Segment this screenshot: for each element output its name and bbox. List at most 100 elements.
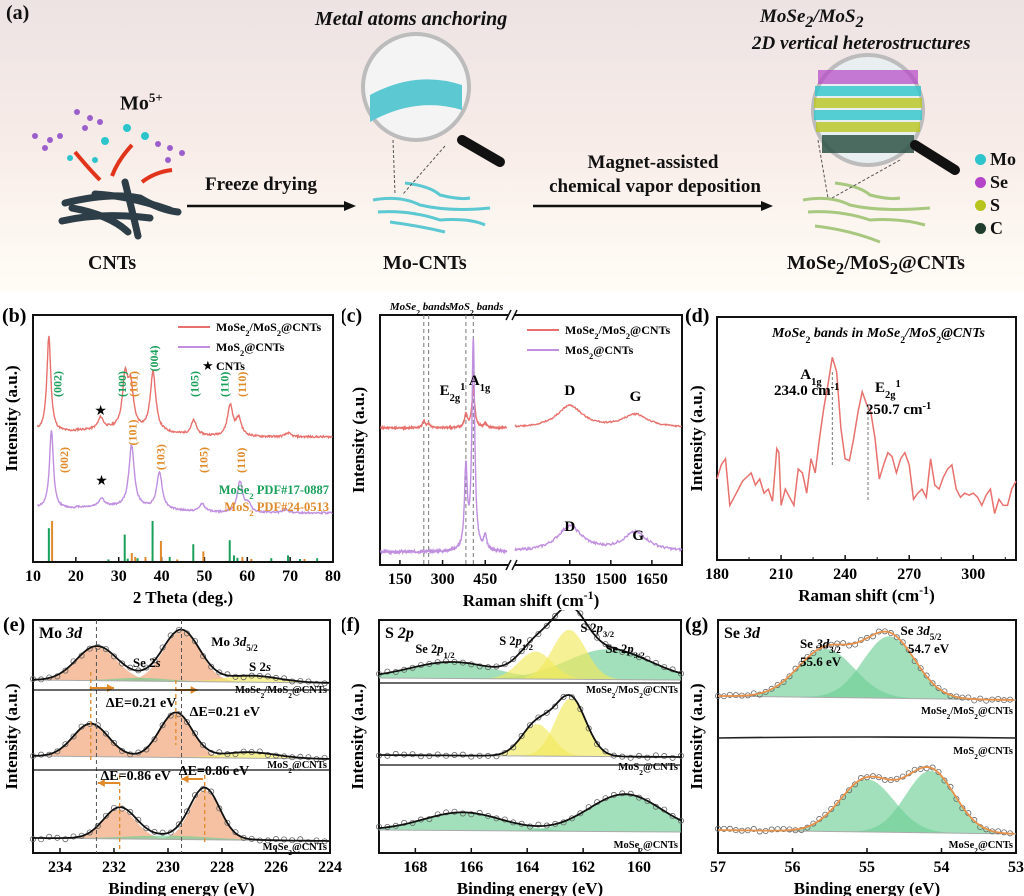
y-axis-label: Intensity (a.u.): [2, 365, 21, 471]
fit-component: [33, 675, 330, 683]
data-point: [127, 809, 134, 816]
data-point: [102, 812, 109, 819]
shift-label: ΔE=0.86 eV: [101, 769, 171, 784]
data-point: [887, 630, 894, 637]
data-point: [526, 722, 533, 729]
x-tick-label: 70: [282, 568, 298, 585]
chart-xps-se3d: (g) 57 56 55 54 53 Binding energy (eV) Intensit…: [685, 614, 1024, 896]
fit-component: [33, 723, 330, 759]
legend-item-c: C: [975, 217, 1016, 240]
step2-title-line1: MoSe2/MoS2: [760, 6, 864, 31]
legend-item-s: S: [975, 194, 1016, 217]
legend-item-mo: Mo: [975, 148, 1016, 171]
data-point: [216, 669, 223, 676]
series-label: MoSe2/MoS2@CNTs: [235, 685, 327, 700]
chart-xrd: (b) 10 20 30 40 50 60 70 80 2 Theta (deg.) Intensi…: [2, 305, 341, 607]
x-tick-label: 55: [859, 859, 875, 876]
axis-break-mark: [505, 309, 512, 321]
data-point: [905, 646, 912, 653]
data-point: [443, 809, 450, 816]
data-point: [191, 638, 198, 645]
peak-label-e2g: E2g1: [875, 379, 901, 401]
data-point: [780, 679, 787, 686]
data-point: [135, 816, 142, 823]
panel-label: (c): [342, 305, 362, 327]
data-point: [828, 805, 835, 812]
data-point: [493, 753, 500, 760]
data-point: [417, 753, 424, 760]
x-tick-label: 162: [571, 859, 595, 876]
x-tick-label: 234: [48, 859, 72, 876]
fit-envelope: [378, 610, 682, 676]
hetero-cnt-network: [802, 181, 931, 244]
fit-envelope: [378, 793, 682, 830]
data-point: [720, 825, 727, 832]
peak-label-se2p12: Se 2p1/2: [415, 642, 454, 660]
data-point: [183, 718, 190, 725]
data-point: [644, 798, 651, 805]
peak-annotation: (101): [126, 420, 140, 446]
y-axis-label: Intensity (a.u.): [687, 683, 706, 789]
data-point: [852, 781, 859, 788]
red-arrows: [73, 143, 173, 184]
data-point: [102, 646, 109, 653]
fit-component: [379, 812, 681, 832]
x-tick-label: 210: [769, 566, 793, 583]
data-point: [159, 722, 166, 729]
chart-title: Se 3d: [724, 625, 761, 642]
data-point: [86, 829, 93, 836]
peak-label-se2s: Se 2s: [133, 655, 161, 670]
data-point: [935, 768, 942, 775]
data-point: [560, 693, 567, 700]
legend-label: Mo: [990, 149, 1016, 169]
legend-item-se: Se: [975, 171, 1016, 194]
data-point: [602, 641, 609, 648]
series-label: MoS2@CNTs: [618, 762, 678, 777]
shift-label: ΔE=0.86 eV: [179, 764, 249, 779]
ion-label: Mo5+: [120, 90, 163, 115]
peak-label-se2p32: Se 2p3/2: [606, 642, 645, 660]
peak-annotation: (100): [115, 371, 129, 397]
data-point: [434, 751, 441, 758]
peak-value-a1g: 234.0 cm-1: [774, 382, 839, 400]
cnt-star-marker: ★: [94, 404, 107, 419]
series-line: [379, 386, 508, 431]
x-tick-label: 1350: [554, 571, 586, 588]
baseline: [32, 679, 331, 684]
data-point: [78, 652, 85, 659]
mo-cnt-network: [372, 181, 491, 234]
peak-annotation: (101): [126, 371, 140, 397]
series-line: [716, 357, 1017, 514]
x-tick-label: 1650: [636, 571, 668, 588]
data-point: [232, 751, 239, 758]
data-point: [577, 810, 584, 817]
data-point: [143, 664, 150, 671]
arrow2-label-line2: chemical vapor deposition: [549, 176, 761, 197]
series-line: [514, 403, 682, 428]
fit-component: [33, 646, 330, 683]
peak-label-g: G: [632, 528, 644, 544]
data-point: [792, 665, 799, 672]
series-line-mos2-cnts: [37, 430, 333, 516]
x-tick-label: 80: [325, 568, 341, 585]
x-tick-label: 450: [473, 571, 497, 588]
data-point: [313, 680, 320, 687]
data-point: [70, 658, 77, 665]
data-point: [715, 825, 722, 832]
data-point: [840, 640, 847, 647]
data-point: [965, 694, 972, 701]
x-tick-label: 10: [25, 568, 41, 585]
series-label: MoSe2@CNTs: [949, 840, 1013, 855]
reference-label: MoSe2 PDF#17-0887: [219, 483, 329, 501]
data-point: [62, 836, 69, 843]
data-point: [409, 751, 416, 758]
data-point: [834, 799, 841, 806]
data-point: [208, 788, 215, 795]
step2-title-line2: 2D vertical heterostructures: [752, 33, 971, 54]
data-point: [240, 674, 247, 681]
data-point: [768, 685, 775, 692]
fit-component: [718, 770, 1016, 834]
data-point: [834, 640, 841, 647]
data-point: [594, 741, 601, 748]
peak-label-a1g: A1g: [469, 373, 491, 394]
